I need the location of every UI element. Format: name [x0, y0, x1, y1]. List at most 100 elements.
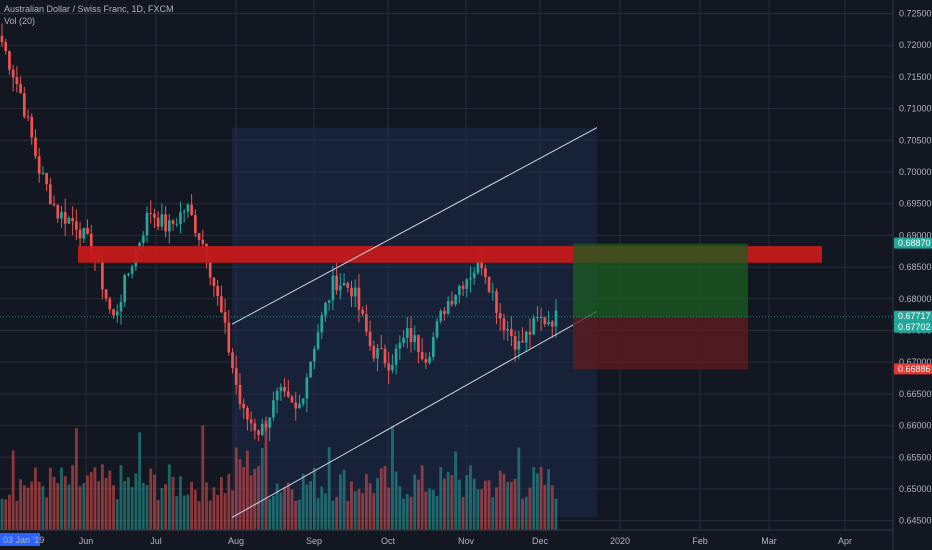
y-tick-label: 0.67000 — [899, 357, 932, 367]
volume-bar — [19, 479, 23, 530]
volume-bar — [67, 484, 71, 530]
symbol-title: Australian Dollar / Swiss Franc, 1D, FXC… — [4, 4, 174, 14]
candle-body — [491, 291, 495, 293]
candle-body — [104, 289, 108, 299]
y-tick-label: 0.68000 — [899, 294, 932, 304]
candle-body — [532, 318, 536, 335]
x-tick-label: Jul — [150, 536, 162, 546]
candle-body — [298, 403, 301, 409]
candle-body — [405, 328, 409, 338]
candle-body — [63, 212, 67, 224]
volume-bar — [398, 486, 402, 530]
candle-body — [446, 301, 450, 314]
candle-body — [409, 328, 413, 343]
volume-bar — [22, 485, 26, 530]
y-tick-label: 0.70000 — [899, 167, 932, 177]
candle-body — [472, 272, 476, 278]
volume-bar — [123, 480, 127, 530]
volume-bar — [56, 483, 60, 530]
candle-body — [398, 342, 402, 349]
volume-bar — [260, 448, 264, 530]
candle-body — [286, 391, 290, 397]
price-badge-last: 0.67717 — [894, 310, 932, 322]
volume-bar — [227, 473, 231, 530]
volume-bar — [283, 486, 286, 530]
volume-bar — [480, 489, 484, 530]
candle-body — [357, 287, 361, 310]
volume-bar — [476, 489, 480, 530]
candle-body — [294, 402, 298, 409]
volume-bar — [309, 480, 313, 530]
x-tick-label: Dec — [532, 536, 549, 546]
volume-bar — [446, 471, 450, 530]
candle-body — [238, 384, 242, 404]
candle-body — [48, 184, 52, 205]
candle-body — [37, 156, 41, 174]
candle-body — [439, 310, 443, 322]
volume-bar — [335, 497, 339, 530]
candle-body — [160, 214, 164, 227]
volume-bar — [417, 479, 420, 530]
volume-bar — [119, 465, 123, 530]
channel-upper-line — [231, 127, 598, 325]
candle-body — [413, 335, 417, 343]
volume-bar — [413, 474, 417, 530]
volume-bar — [305, 484, 309, 530]
candle-body — [26, 116, 30, 118]
volume-bar — [286, 482, 290, 530]
volume-bar — [372, 493, 376, 530]
candle-body — [543, 317, 547, 325]
candle-body — [435, 321, 439, 338]
x-tick-label: Apr — [838, 536, 852, 546]
price-badge-entry: 0.67702 — [894, 321, 932, 333]
candle-body — [528, 331, 532, 335]
price-badge-stop: 0.66886 — [894, 363, 932, 375]
candle-body — [495, 291, 498, 314]
candle-body — [365, 314, 368, 332]
candle-body — [260, 423, 264, 435]
volume-bar — [71, 465, 75, 530]
price-badge-bg — [894, 321, 932, 333]
candle-body — [339, 285, 342, 291]
candle-body — [417, 335, 420, 353]
candle-body — [164, 214, 167, 232]
candle-body — [75, 221, 78, 230]
volume-bar — [346, 500, 350, 530]
volume-bar — [350, 481, 353, 530]
volume-bar — [238, 459, 242, 530]
price-badge-target: 0.68870 — [894, 237, 932, 249]
volume-bar — [532, 466, 536, 530]
candle-body — [15, 77, 19, 84]
volume-bar — [156, 500, 160, 530]
price-badge-bg — [894, 310, 932, 322]
volume-bar — [15, 500, 19, 530]
x-tick-label: Sep — [306, 536, 322, 546]
volume-bar — [0, 498, 4, 530]
candle-body — [376, 348, 379, 359]
volume-bar — [342, 469, 346, 530]
candle-body — [379, 348, 383, 350]
volume-bar — [37, 481, 41, 530]
volume-bar — [543, 484, 547, 530]
volume-bar — [264, 420, 268, 530]
candle-body — [506, 329, 510, 331]
volume-bar — [97, 481, 101, 530]
volume-bar — [487, 480, 491, 530]
volume-bar — [63, 476, 67, 530]
candle-body — [554, 310, 558, 327]
price-badge-bg — [894, 237, 932, 249]
candle-body — [517, 341, 521, 350]
candle-body — [249, 419, 253, 424]
candle-body — [141, 235, 145, 243]
candle-body — [190, 204, 193, 216]
volume-bar — [231, 490, 234, 530]
volume-bar — [547, 469, 550, 530]
volume-bar — [483, 480, 487, 530]
volume-bar — [208, 500, 212, 530]
x-tick-label: Oct — [381, 536, 396, 546]
volume-bar — [78, 486, 82, 530]
candle-body — [41, 173, 45, 175]
volume-bar — [275, 483, 279, 530]
candle-body — [119, 301, 123, 312]
